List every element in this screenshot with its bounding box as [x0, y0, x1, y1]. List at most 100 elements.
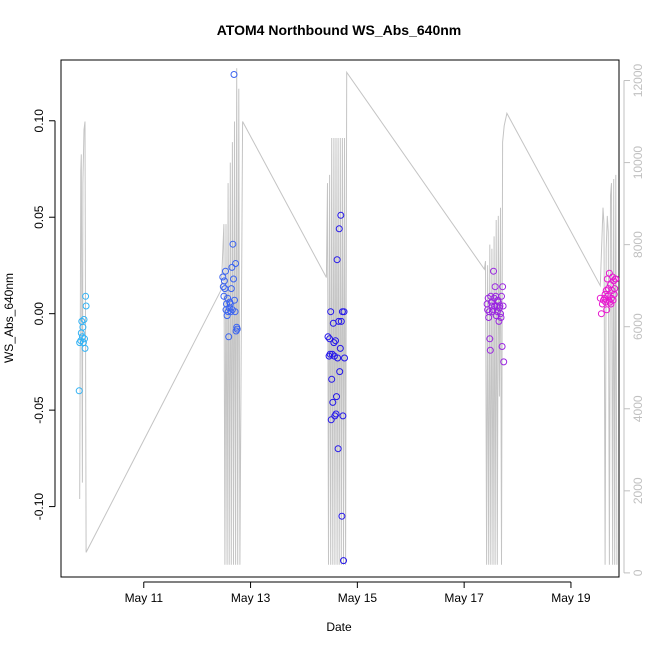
- data-point: [337, 211, 345, 219]
- data-point: [490, 267, 497, 275]
- data-point: [340, 308, 348, 316]
- data-point: [333, 256, 341, 264]
- data-point: [328, 350, 336, 358]
- data-point: [229, 240, 237, 248]
- data-point: [227, 285, 235, 293]
- data-point: [497, 310, 504, 318]
- data-point: [610, 277, 618, 285]
- data-point: [80, 316, 88, 323]
- x-tick-label: May 17: [444, 591, 484, 605]
- data-point: [486, 335, 494, 343]
- data-point: [82, 292, 90, 300]
- data-point: [222, 267, 229, 275]
- secondary-line-layer: [79, 68, 618, 565]
- data-point: [485, 314, 493, 321]
- data-point: [603, 306, 611, 314]
- data-point: [225, 333, 233, 341]
- series-group-3: [324, 211, 348, 565]
- secondary-tick-label: 8000: [631, 231, 645, 258]
- data-point: [604, 292, 612, 300]
- data-point: [490, 294, 498, 302]
- series-group-1: [75, 292, 90, 395]
- x-axis-label: Date: [326, 620, 352, 634]
- data-point: [485, 308, 493, 316]
- data-point: [339, 412, 347, 420]
- data-point: [219, 273, 227, 281]
- data-point: [334, 445, 342, 453]
- chart-title: ATOM4 Northbound WS_Abs_640nm: [217, 22, 462, 38]
- data-point: [612, 275, 620, 283]
- data-point: [338, 512, 346, 520]
- series-group-4: [483, 267, 508, 366]
- data-point: [498, 343, 506, 350]
- secondary-tick-label: 2000: [631, 477, 645, 504]
- points-layer: [75, 71, 620, 565]
- data-point: [330, 339, 338, 347]
- data-point: [332, 337, 339, 345]
- data-point: [498, 292, 505, 300]
- data-point: [224, 308, 232, 316]
- data-point: [336, 368, 344, 376]
- data-point: [337, 317, 345, 325]
- y-tick-label: 0.00: [32, 302, 46, 326]
- data-point: [228, 263, 236, 271]
- data-point: [491, 283, 499, 291]
- data-point: [334, 354, 342, 362]
- secondary-tick-label: 6000: [631, 313, 645, 340]
- data-point: [336, 344, 344, 352]
- x-tick-label: May 19: [551, 591, 591, 605]
- data-point: [500, 358, 508, 366]
- data-point: [492, 312, 500, 320]
- data-point: [82, 302, 90, 310]
- data-point: [497, 314, 505, 321]
- data-point: [231, 296, 238, 304]
- data-point: [340, 557, 347, 565]
- data-point: [486, 346, 494, 354]
- series-group-5: [596, 269, 620, 318]
- data-point: [611, 285, 619, 293]
- data-point: [223, 312, 231, 320]
- secondary-tick-label: 10000: [631, 146, 645, 180]
- axes-layer: -0.10 -0.05 0.00 0.05 0.10 0 2000 4000 6000 8000 1…: [32, 63, 645, 605]
- plot-frame: [60, 59, 620, 578]
- data-point: [489, 306, 497, 314]
- data-point: [220, 292, 228, 300]
- data-point: [227, 308, 235, 316]
- y-axis-label: WS_Abs_640nm: [2, 273, 16, 363]
- series-group-2: [219, 71, 241, 341]
- data-point: [230, 71, 238, 78]
- data-point: [231, 308, 239, 316]
- data-point: [341, 354, 348, 362]
- data-point: [81, 335, 88, 343]
- data-point: [220, 277, 228, 285]
- secondary-tick-label: 12000: [631, 63, 645, 97]
- data-point: [333, 393, 340, 401]
- data-point: [79, 323, 87, 331]
- data-point: [499, 283, 507, 291]
- data-point: [496, 302, 504, 310]
- secondary-tick-label: 4000: [631, 395, 645, 422]
- data-point: [326, 350, 334, 358]
- data-point: [597, 310, 605, 318]
- data-point: [81, 344, 89, 352]
- data-point: [77, 329, 85, 337]
- data-point: [329, 398, 337, 406]
- data-point: [335, 225, 343, 233]
- data-point: [230, 275, 237, 283]
- data-point: [327, 416, 335, 424]
- data-point: [495, 317, 503, 325]
- x-tick-label: May 13: [231, 591, 271, 605]
- data-point: [335, 317, 343, 325]
- data-point: [224, 294, 232, 302]
- y-tick-label: -0.05: [32, 396, 46, 424]
- data-point: [233, 325, 241, 333]
- y-tick-label: 0.10: [32, 109, 46, 133]
- data-point: [327, 308, 335, 316]
- y-tick-label: 0.05: [32, 205, 46, 229]
- secondary-tick-label: 0: [631, 569, 645, 576]
- data-point: [221, 285, 229, 293]
- data-point: [324, 333, 332, 341]
- data-point: [332, 410, 340, 418]
- data-point: [499, 302, 507, 310]
